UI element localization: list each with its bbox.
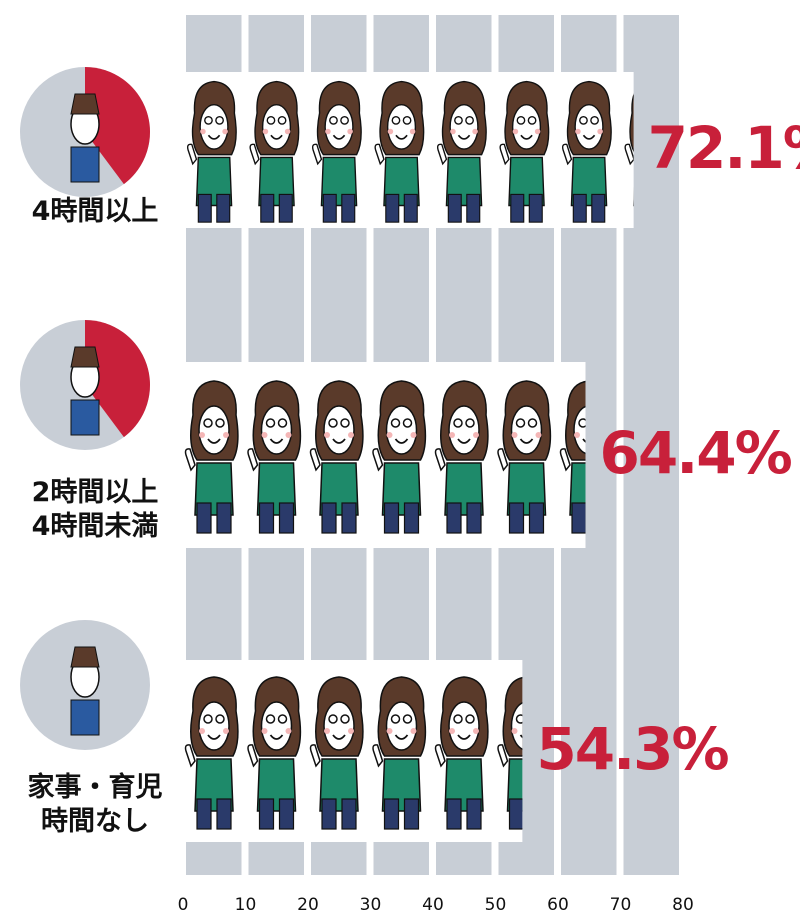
x-tick-label: 10 (235, 895, 257, 915)
x-tick-label: 60 (547, 895, 569, 915)
x-tick-label: 80 (672, 895, 694, 915)
category-label: 2時間以上 4時間未満 (0, 476, 190, 544)
value-label: 72.1% (648, 114, 800, 182)
icon-body (71, 400, 99, 435)
x-tick-label: 40 (422, 895, 444, 915)
icon-hair (71, 94, 99, 114)
category-label: 4時間以上 (0, 195, 190, 229)
category-label: 家事・育児 時間なし (0, 771, 190, 839)
value-label: 64.4% (600, 419, 792, 487)
x-tick-label: 70 (610, 895, 632, 915)
x-tick-label: 50 (485, 895, 507, 915)
icon-body (71, 700, 99, 735)
icon-hair (71, 647, 99, 667)
icon-hair (71, 347, 99, 367)
value-label: 54.3% (536, 715, 728, 783)
icon-body (71, 147, 99, 182)
x-tick-label: 20 (297, 895, 319, 915)
x-tick-label: 0 (178, 895, 189, 915)
x-tick-label: 30 (360, 895, 382, 915)
page: 0102030405060708072.1%64.4%54.3% (() => … (0, 0, 800, 916)
